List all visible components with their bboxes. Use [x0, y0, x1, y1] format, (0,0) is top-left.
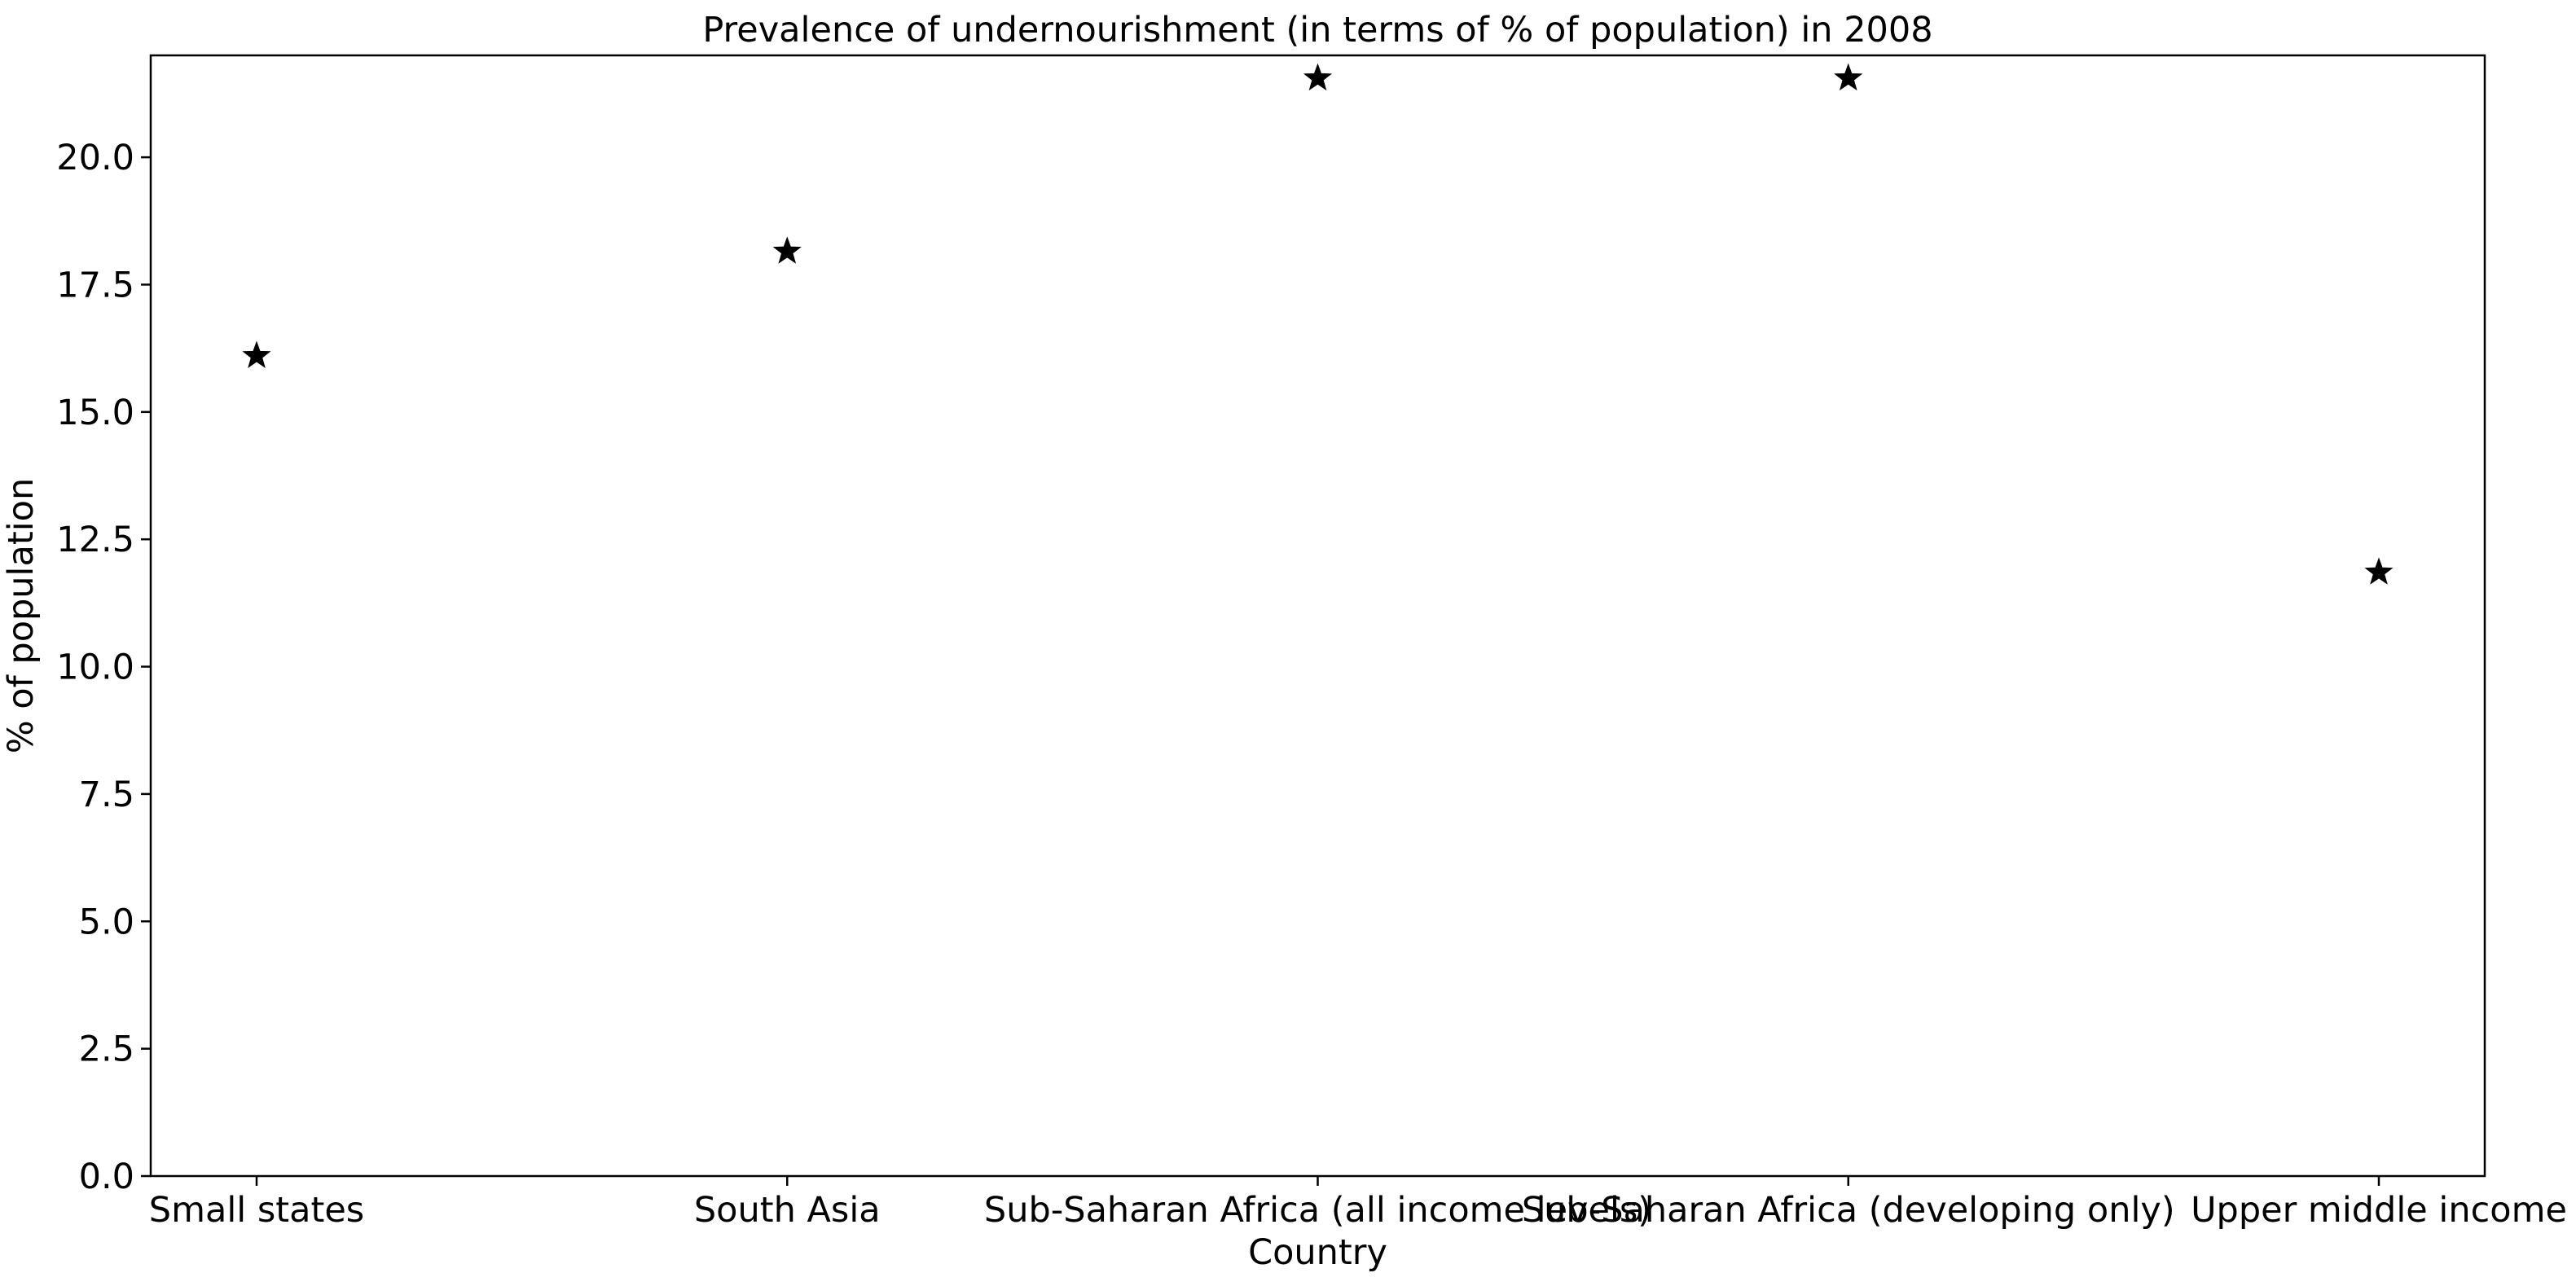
y-tick-label: 2.5	[79, 1029, 134, 1070]
plot-frame	[149, 54, 2486, 1178]
data-point-star	[772, 236, 802, 264]
y-tick-label: 7.5	[79, 775, 134, 815]
data-point-star	[2364, 557, 2394, 585]
y-axis: 0.0 2.5 5.0 7.5 10.0 12.5 15.0 17.5 20.0	[56, 138, 151, 1197]
chart-title: Prevalence of undernourishment (in terms…	[702, 10, 1932, 50]
data-point-star	[1303, 63, 1333, 91]
data-points	[242, 63, 2394, 585]
y-tick-label: 12.5	[56, 520, 134, 560]
y-tick-label: 17.5	[56, 265, 134, 305]
y-axis-label: % of population	[1, 478, 42, 753]
x-tick-label: South Asia	[694, 1190, 881, 1231]
y-tick-label: 5.0	[79, 902, 134, 942]
x-tick-label: Sub-Saharan Africa (all income levels)	[984, 1190, 1651, 1231]
x-tick-label: Sub-Saharan Africa (developing only)	[1522, 1190, 2175, 1231]
y-tick-label: 20.0	[56, 138, 134, 178]
y-tick-label: 15.0	[56, 393, 134, 433]
y-tick-label: 10.0	[56, 647, 134, 688]
plot-area-border	[149, 54, 2486, 1178]
x-axis-label: Country	[1248, 1232, 1387, 1273]
data-point-star	[242, 340, 271, 368]
x-axis: Small states South Asia Sub-Saharan Africa…	[149, 1176, 2567, 1231]
x-tick-label: Small states	[149, 1190, 364, 1231]
x-tick-label: Upper middle income	[2191, 1190, 2567, 1231]
y-tick-label: 0.0	[79, 1157, 134, 1197]
data-point-star	[1834, 63, 1863, 91]
